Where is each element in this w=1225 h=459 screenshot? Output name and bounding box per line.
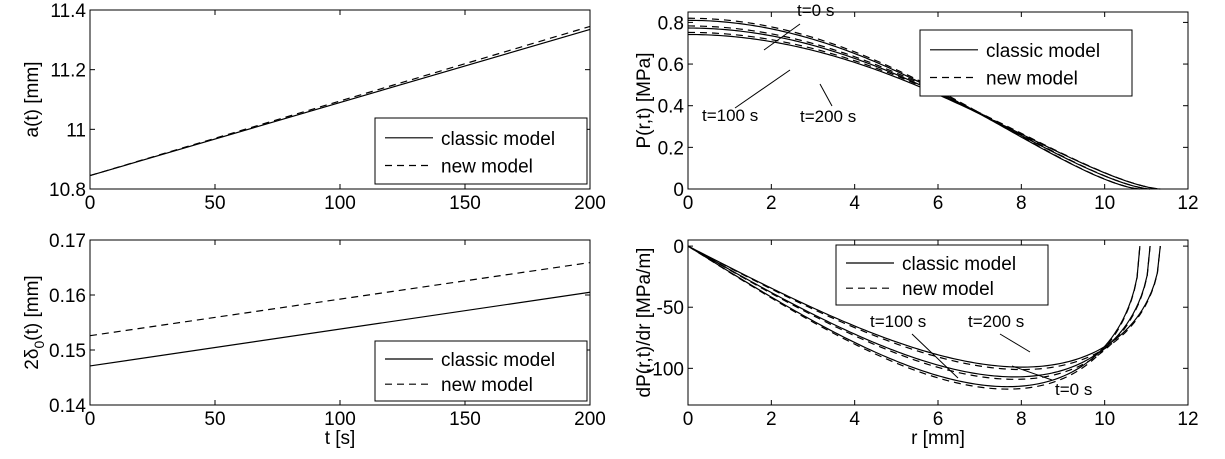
x-tick-label: 0 xyxy=(683,409,694,430)
legend-box xyxy=(835,244,1049,306)
annotation-pointer xyxy=(763,23,801,51)
x-tick-label: 150 xyxy=(449,193,481,214)
annotation-label: t=0 s xyxy=(1055,380,1092,399)
y-tick-label: 0 xyxy=(673,237,684,258)
x-tick-label: 150 xyxy=(449,409,481,430)
gradient-curve-classic xyxy=(687,245,1141,388)
annotation-pointer xyxy=(999,333,1031,353)
series-line-dashed xyxy=(89,261,591,337)
series-line-dashed xyxy=(89,25,591,177)
x-tick-label: 10 xyxy=(1094,193,1115,214)
x-tick-label: 50 xyxy=(204,409,225,430)
x-tick-label: 2 xyxy=(766,193,777,214)
x-tick-label: 12 xyxy=(1177,409,1198,430)
annotation-label: t=200 s xyxy=(968,312,1024,331)
legend-box xyxy=(919,29,1133,97)
y-tick-label: 0.2 xyxy=(658,138,684,159)
gradient-curve-new xyxy=(687,245,1141,390)
x-tick-label: 12 xyxy=(1177,193,1198,214)
x-tick-label: 100 xyxy=(324,409,356,430)
series-line-solid xyxy=(89,291,591,367)
legend-entry: classic model xyxy=(902,254,1016,275)
x-tick-label: 4 xyxy=(849,409,860,430)
gradient-curve-classic xyxy=(687,245,1151,378)
x-tick-label: 0 xyxy=(85,409,96,430)
pressure-curve-new xyxy=(687,25,1151,190)
y-tick-label: 0.6 xyxy=(658,55,684,76)
annotation-pointer xyxy=(911,333,959,379)
y-tick-label: 11.4 xyxy=(50,1,86,22)
x-tick-label: 50 xyxy=(204,193,225,214)
annotation-label: t=0 s xyxy=(797,1,834,20)
x-tick-label: 8 xyxy=(1016,193,1027,214)
y-tick-label: 0.17 xyxy=(49,231,86,252)
x-tick-label: 8 xyxy=(1016,409,1027,430)
legend-1: classic model new model xyxy=(374,340,588,402)
x-tick-label: 2 xyxy=(766,409,777,430)
legend-entry: new model xyxy=(986,69,1078,90)
annotation-pointer xyxy=(734,69,791,109)
pressure-curve-classic xyxy=(687,19,1140,190)
y-tick-label: 0.14 xyxy=(49,396,86,417)
legend-entry: new model xyxy=(902,279,994,300)
legend-box xyxy=(374,117,588,185)
legend-entry: new model xyxy=(441,157,533,178)
y-tick-label: 0.16 xyxy=(49,286,86,307)
axes-3: 0 2 4 6 8 10 12 -100 -50 0 r [mm] dP(r,t)/dr [MPa/m… xyxy=(634,237,1199,449)
y-tick-label: 11 xyxy=(66,120,86,141)
axes-2: 0 2 4 6 8 10 12 0 0.2 0.4 0.6 0.8P(r,t) [MPa] xyxy=(634,11,1199,214)
annotation-label: t=200 s xyxy=(800,107,856,126)
legend-3: classic model new model xyxy=(835,244,1049,306)
y-tick-label: -100 xyxy=(646,359,684,380)
legend-2: classic model new model xyxy=(919,29,1133,97)
y-axis-label: dP(r,t)/dr [MPa/m] xyxy=(634,248,655,398)
legend-entry: classic model xyxy=(441,129,555,150)
pressure-curve-new xyxy=(687,17,1140,190)
axes-0: 0 50 100 150 200 10.8 11 11.2 11.4 a(t) [mm] xyxy=(22,1,606,214)
annotation-label: t=100 s xyxy=(702,106,758,125)
y-axis-label: P(r,t) [MPa] xyxy=(634,52,655,148)
x-tick-label: 0 xyxy=(683,193,694,214)
x-tick-label: 6 xyxy=(933,409,944,430)
y-axis-label: a(t) [mm] xyxy=(22,62,43,138)
legend-0: classic model new model xyxy=(374,117,588,185)
x-tick-label: 6 xyxy=(933,193,944,214)
legend-box xyxy=(374,340,588,402)
y-tick-label: 11.2 xyxy=(50,61,86,82)
annotation-label: t=100 s xyxy=(870,312,926,331)
y-tick-label: 0.8 xyxy=(658,13,684,34)
legend-entry: classic model xyxy=(986,41,1100,62)
y-tick-label: 0.4 xyxy=(658,97,685,118)
y-tick-label: 10.8 xyxy=(49,180,86,201)
x-tick-label: 0 xyxy=(85,193,96,214)
series-group-1 xyxy=(89,261,591,367)
y-tick-label: 0 xyxy=(673,180,684,201)
annotation-pointer xyxy=(1011,365,1053,381)
axes-1: 0 50 100 150 200 0.14 0.15 0.16 0.17 t [s] 2δ0(t) … xyxy=(22,231,606,449)
gradient-curve-new xyxy=(687,245,1161,371)
annotation-pointer xyxy=(819,83,833,107)
legend-entry: classic model xyxy=(441,350,555,371)
x-axis-label: t [s] xyxy=(325,428,356,449)
gradient-curve-classic xyxy=(687,245,1161,368)
x-axis-label: r [mm] xyxy=(911,428,965,449)
series-group-3: t=100 s t=200 s t=0 s xyxy=(687,245,1161,399)
y-tick-label: 0.15 xyxy=(49,341,86,362)
x-tick-label: 100 xyxy=(324,193,356,214)
x-tick-label: 200 xyxy=(574,409,606,430)
legend-entry: new model xyxy=(441,375,533,396)
x-tick-label: 10 xyxy=(1094,409,1115,430)
gradient-curve-new xyxy=(687,245,1151,380)
x-tick-label: 200 xyxy=(574,193,606,214)
y-axis-label: 2δ0(t) [mm] xyxy=(22,275,47,369)
series-group-0 xyxy=(89,25,591,177)
y-tick-label: -50 xyxy=(657,298,684,319)
x-tick-label: 4 xyxy=(849,193,860,214)
